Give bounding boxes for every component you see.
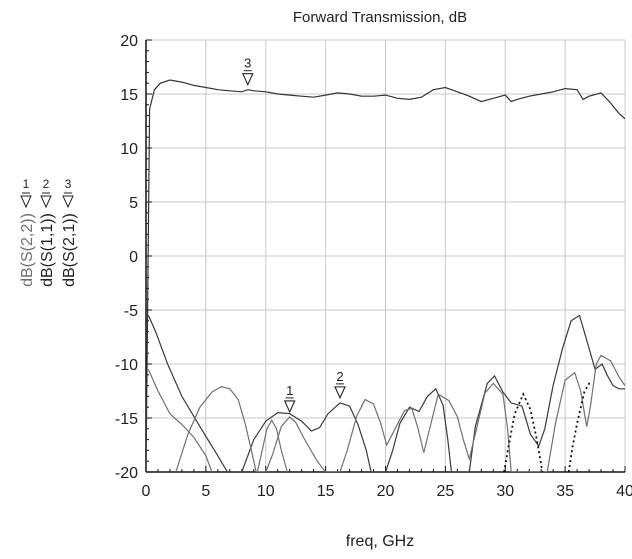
marker-triangle-icon (283, 400, 296, 414)
x-axis-label: freq, GHz (346, 533, 414, 550)
y-tick-label: -5 (124, 303, 138, 320)
x-tick-label: 5 (201, 483, 210, 500)
legend: 1 dB(S(2,2)) 2 dB(S(1,1)) 3 dB(S(2,1)) (19, 177, 78, 287)
series-line (147, 369, 213, 472)
y-tick-label: 20 (120, 33, 138, 50)
tick-labels: 0 5 10 15 20 25 30 35 40 20 15 10 5 0 -5 -10 -15 -20 (115, 33, 632, 500)
y-tick-label: 5 (129, 195, 138, 212)
x-tick-label: 10 (257, 483, 275, 500)
x-tick-label: 40 (616, 483, 632, 500)
legend-marker-number: 1 (23, 177, 30, 191)
y-tick-label: -20 (115, 465, 138, 482)
series-line (175, 354, 625, 472)
marker-triangle-icon (334, 386, 346, 400)
y-tick-label: 10 (120, 141, 138, 158)
legend-triangle-icon (20, 195, 32, 209)
legend-marker-number: 2 (43, 177, 50, 191)
x-tick-label: 20 (377, 483, 395, 500)
x-tick-label: 15 (317, 483, 335, 500)
y-tick-label: -10 (115, 357, 138, 374)
series-line (146, 79, 625, 472)
legend-triangle-icon (62, 195, 74, 209)
series-dotted-line (503, 392, 544, 472)
series-line (147, 314, 625, 472)
y-tick-label: 0 (129, 249, 138, 266)
y-tick-label: -15 (115, 411, 138, 428)
series-dotted-line (567, 380, 592, 472)
series-lines (146, 79, 625, 472)
x-tick-label: 30 (496, 483, 514, 500)
legend-series-label: dB(S(2,1)) (61, 213, 78, 287)
legend-marker-number: 3 (65, 177, 72, 191)
legend-triangle-icon (40, 195, 52, 209)
y-tick-label: 15 (120, 87, 138, 104)
legend-series-label: dB(S(1,1)) (39, 213, 56, 287)
marker-number: 3 (244, 56, 251, 71)
marker-number: 1 (286, 383, 293, 398)
series-line (256, 418, 288, 472)
series-markers: 3 2 1 (241, 56, 346, 414)
grid-lines (145, 39, 626, 473)
chart-title: Forward Transmission, dB (293, 9, 467, 26)
x-tick-label: 35 (556, 483, 574, 500)
marker-number: 2 (336, 369, 343, 384)
legend-series-label: dB(S(2,2)) (19, 213, 36, 287)
x-tick-label: 0 (142, 483, 151, 500)
marker-triangle-icon (241, 73, 254, 87)
x-tick-label: 25 (436, 483, 454, 500)
